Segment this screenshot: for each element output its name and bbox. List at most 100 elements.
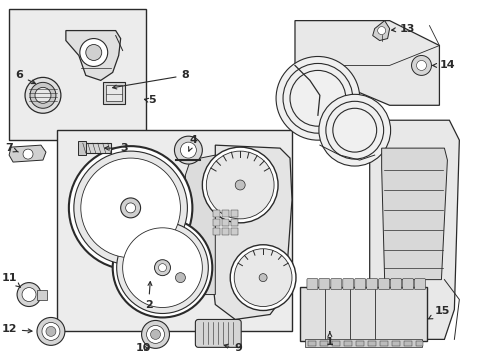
Circle shape xyxy=(122,228,202,307)
Polygon shape xyxy=(294,21,439,105)
Bar xyxy=(37,289,47,300)
Bar xyxy=(78,141,85,155)
Circle shape xyxy=(180,142,196,158)
Circle shape xyxy=(289,71,345,126)
Bar xyxy=(355,341,363,346)
Text: 4: 4 xyxy=(188,135,197,151)
Bar xyxy=(403,341,411,346)
Circle shape xyxy=(411,55,430,75)
FancyBboxPatch shape xyxy=(354,279,365,289)
Text: 12: 12 xyxy=(1,324,32,334)
Bar xyxy=(305,339,422,347)
Bar xyxy=(222,228,229,235)
Circle shape xyxy=(22,288,36,302)
Bar xyxy=(231,210,238,217)
Circle shape xyxy=(146,325,164,343)
Circle shape xyxy=(230,245,295,310)
Text: 2: 2 xyxy=(144,282,152,310)
Circle shape xyxy=(112,218,212,318)
Circle shape xyxy=(30,82,56,108)
Bar xyxy=(343,341,351,346)
Circle shape xyxy=(125,203,135,213)
Circle shape xyxy=(150,329,160,339)
Text: 8: 8 xyxy=(112,71,189,89)
Text: 1: 1 xyxy=(325,332,333,347)
Circle shape xyxy=(142,320,169,348)
Circle shape xyxy=(259,274,266,282)
Circle shape xyxy=(416,60,426,71)
Bar xyxy=(367,341,375,346)
Polygon shape xyxy=(372,21,389,41)
Circle shape xyxy=(318,94,390,166)
Circle shape xyxy=(23,149,33,159)
Circle shape xyxy=(85,45,102,60)
FancyBboxPatch shape xyxy=(414,279,425,289)
Circle shape xyxy=(234,249,291,306)
FancyBboxPatch shape xyxy=(366,279,377,289)
FancyBboxPatch shape xyxy=(330,279,341,289)
Bar xyxy=(231,219,238,226)
Bar xyxy=(222,219,229,226)
Circle shape xyxy=(46,327,56,336)
Text: 5: 5 xyxy=(148,95,156,105)
Text: 9: 9 xyxy=(224,343,242,354)
Bar xyxy=(105,85,122,101)
Bar xyxy=(213,228,220,235)
Text: 11: 11 xyxy=(1,273,20,287)
Circle shape xyxy=(377,27,385,35)
FancyBboxPatch shape xyxy=(402,279,413,289)
Circle shape xyxy=(175,273,185,283)
Text: 13: 13 xyxy=(391,24,414,33)
FancyBboxPatch shape xyxy=(306,279,317,289)
Bar xyxy=(57,130,291,332)
Polygon shape xyxy=(66,31,121,80)
Circle shape xyxy=(81,158,180,258)
FancyBboxPatch shape xyxy=(390,279,401,289)
Bar xyxy=(222,210,229,217)
Polygon shape xyxy=(185,155,215,294)
Polygon shape xyxy=(381,148,447,280)
Bar xyxy=(331,341,339,346)
Circle shape xyxy=(206,151,273,219)
Circle shape xyxy=(42,323,60,340)
Bar xyxy=(379,341,387,346)
Polygon shape xyxy=(9,145,46,162)
Text: 6: 6 xyxy=(15,71,35,84)
Bar xyxy=(415,341,423,346)
Text: 10: 10 xyxy=(136,343,151,354)
Text: 3: 3 xyxy=(104,143,128,153)
Bar xyxy=(307,341,315,346)
Bar xyxy=(213,219,220,226)
FancyBboxPatch shape xyxy=(378,279,389,289)
Circle shape xyxy=(174,136,202,164)
Circle shape xyxy=(276,57,359,140)
Bar xyxy=(231,228,238,235)
Bar xyxy=(213,210,220,217)
Text: 15: 15 xyxy=(427,306,449,319)
Circle shape xyxy=(25,77,61,113)
Circle shape xyxy=(283,63,352,133)
FancyBboxPatch shape xyxy=(318,279,329,289)
Circle shape xyxy=(325,101,383,159)
Circle shape xyxy=(158,264,166,272)
Polygon shape xyxy=(369,120,458,339)
Circle shape xyxy=(80,39,107,67)
Circle shape xyxy=(235,180,244,190)
Circle shape xyxy=(202,147,278,223)
Circle shape xyxy=(121,198,140,218)
Bar xyxy=(102,82,124,104)
FancyBboxPatch shape xyxy=(342,279,353,289)
Polygon shape xyxy=(210,145,291,319)
Circle shape xyxy=(154,260,170,276)
Circle shape xyxy=(74,151,187,265)
Bar xyxy=(9,9,145,140)
Circle shape xyxy=(35,87,51,103)
Circle shape xyxy=(117,222,208,314)
Bar xyxy=(299,287,427,341)
FancyBboxPatch shape xyxy=(195,319,241,347)
Circle shape xyxy=(37,318,65,345)
Circle shape xyxy=(69,146,192,270)
Text: 14: 14 xyxy=(432,60,454,71)
Bar xyxy=(319,341,327,346)
Circle shape xyxy=(332,108,376,152)
